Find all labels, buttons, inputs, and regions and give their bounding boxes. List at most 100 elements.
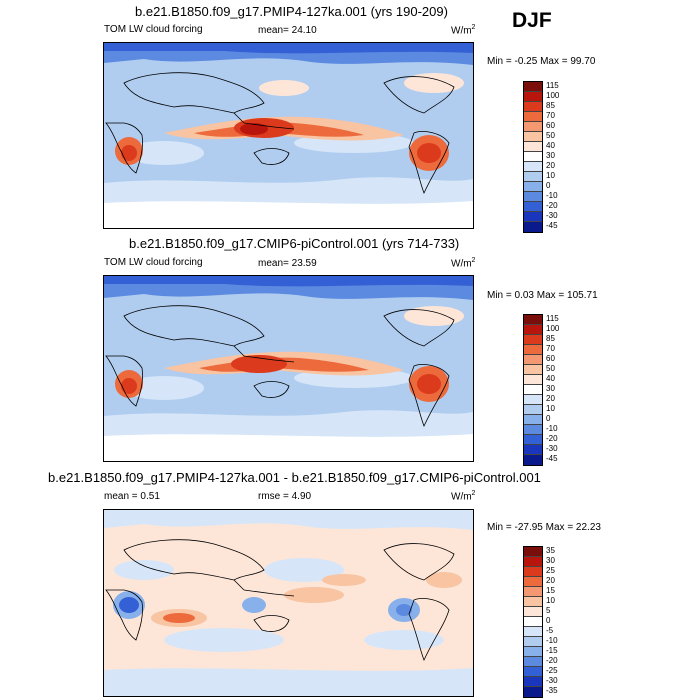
- panel1-colorbar-box: [524, 132, 542, 142]
- colorbar-tick-label: -10: [546, 636, 558, 645]
- panel3-colorbar-box: [524, 587, 542, 597]
- colorbar-tick-label: -45: [546, 221, 558, 230]
- panel3-title: b.e21.B1850.f09_g17.PMIP4-127ka.001 - b.…: [48, 470, 541, 485]
- panel1-title: b.e21.B1850.f09_g17.PMIP4-127ka.001 (yrs…: [135, 4, 448, 19]
- colorbar-tick-label: -20: [546, 201, 558, 210]
- panel2-colorbar-box: [524, 385, 542, 395]
- colorbar-tick-label: 70: [546, 111, 555, 120]
- colorbar-tick-label: -5: [546, 626, 554, 635]
- panel3-colorbar-box: [524, 597, 542, 607]
- colorbar-tick-label: 30: [546, 151, 555, 160]
- colorbar-tick-label: 0: [546, 181, 551, 190]
- colorbar-tick-label: 20: [546, 394, 555, 403]
- colorbar-tick-label: 40: [546, 374, 555, 383]
- panel3-colorbar-box: [524, 687, 542, 697]
- panel2-colorbar-box: [524, 325, 542, 335]
- colorbar-tick-label: 40: [546, 141, 555, 150]
- panel2-colorbar-box: [524, 365, 542, 375]
- colorbar-tick-label: -30: [546, 676, 558, 685]
- colorbar-tick-label: 0: [546, 414, 551, 423]
- panel3-rmse: rmse = 4.90: [258, 491, 312, 502]
- panel3-colorbar-box: [524, 637, 542, 647]
- panel3-colorbar-box: [524, 577, 542, 587]
- colorbar-tick-label: 60: [546, 354, 555, 363]
- panel2-colorbar-box: [524, 345, 542, 355]
- colorbar-tick-label: -15: [546, 646, 558, 655]
- panel2-colorbar-box: [524, 405, 542, 415]
- panel3-colorbar-box: [524, 547, 542, 557]
- panel1-colorbar-box: [524, 122, 542, 132]
- panel3-minmax: Min = -27.95 Max = 22.23: [487, 522, 601, 533]
- panel1-colorbar-box: [524, 112, 542, 122]
- panel1-colorbar-box: [524, 92, 542, 102]
- colorbar-tick-label: -25: [546, 666, 558, 675]
- panel3-colorbar-box: [524, 557, 542, 567]
- panel1-colorbar-box: [524, 152, 542, 162]
- colorbar-tick-label: 115: [546, 314, 559, 323]
- colorbar-tick-label: 25: [546, 566, 555, 575]
- colorbar-tick-label: -10: [546, 191, 558, 200]
- panel2-colorbar: [523, 314, 543, 466]
- panel2-left-label: TOM LW cloud forcing: [104, 257, 203, 268]
- panel3-units: W/m2: [451, 490, 476, 503]
- panel3-colorbar-box: [524, 607, 542, 617]
- colorbar-tick-label: -20: [546, 434, 558, 443]
- panel3-map: [103, 509, 474, 697]
- panel1-colorbar-box: [524, 82, 542, 92]
- panel1-minmax: Min = -0.25 Max = 99.70: [487, 56, 596, 67]
- colorbar-tick-label: 30: [546, 384, 555, 393]
- colorbar-tick-label: 20: [546, 576, 555, 585]
- panel1-map: [103, 42, 474, 229]
- panel3-colorbar-box: [524, 667, 542, 677]
- panel2-colorbar-box: [524, 395, 542, 405]
- panel1-colorbar-box: [524, 142, 542, 152]
- colorbar-tick-label: 15: [546, 586, 555, 595]
- panel2-mean: mean= 23.59: [258, 258, 317, 269]
- colorbar-tick-label: 60: [546, 121, 555, 130]
- panel1-colorbar: [523, 81, 543, 233]
- panel3-colorbar-box: [524, 657, 542, 667]
- panel1-colorbar-box: [524, 212, 542, 222]
- colorbar-tick-label: -20: [546, 656, 558, 665]
- panel1-colorbar-box: [524, 102, 542, 112]
- colorbar-tick-label: -35: [546, 686, 558, 695]
- panel1-colorbar-box: [524, 162, 542, 172]
- panel2-colorbar-box: [524, 445, 542, 455]
- panel1-colorbar-box: [524, 192, 542, 202]
- panel2-title: b.e21.B1850.f09_g17.CMIP6-piControl.001 …: [129, 236, 460, 251]
- panel2-map: [103, 275, 474, 462]
- panel2-colorbar-box: [524, 355, 542, 365]
- panel2-colorbar-box: [524, 455, 542, 465]
- colorbar-tick-label: 50: [546, 131, 555, 140]
- colorbar-tick-label: -30: [546, 444, 558, 453]
- colorbar-tick-label: -10: [546, 424, 558, 433]
- panel1-mean: mean= 24.10: [258, 25, 317, 36]
- panel2-colorbar-box: [524, 435, 542, 445]
- panel1-left-label: TOM LW cloud forcing: [104, 24, 203, 35]
- panel3-colorbar-box: [524, 677, 542, 687]
- panel2-colorbar-box: [524, 315, 542, 325]
- panel1-colorbar-box: [524, 182, 542, 192]
- panel2-colorbar-box: [524, 425, 542, 435]
- colorbar-tick-label: -45: [546, 454, 558, 463]
- colorbar-tick-label: 100: [546, 91, 560, 100]
- panel2-colorbar-box: [524, 335, 542, 345]
- panel2-colorbar-box: [524, 415, 542, 425]
- panel3-colorbar-box: [524, 647, 542, 657]
- panel1-colorbar-box: [524, 202, 542, 212]
- colorbar-tick-label: -30: [546, 211, 558, 220]
- panel3-mean: mean = 0.51: [104, 491, 160, 502]
- colorbar-tick-label: 100: [546, 324, 560, 333]
- panel3-colorbar-box: [524, 627, 542, 637]
- colorbar-tick-label: 30: [546, 556, 555, 565]
- panel3-colorbar-box: [524, 567, 542, 577]
- colorbar-tick-label: 85: [546, 101, 555, 110]
- colorbar-tick-label: 0: [546, 616, 551, 625]
- panel3-colorbar-box: [524, 617, 542, 627]
- colorbar-tick-label: 85: [546, 334, 555, 343]
- colorbar-tick-label: 115: [546, 81, 559, 90]
- panel1-colorbar-box: [524, 222, 542, 232]
- panel2-units: W/m2: [451, 257, 476, 270]
- colorbar-tick-label: 20: [546, 161, 555, 170]
- colorbar-tick-label: 35: [546, 546, 555, 555]
